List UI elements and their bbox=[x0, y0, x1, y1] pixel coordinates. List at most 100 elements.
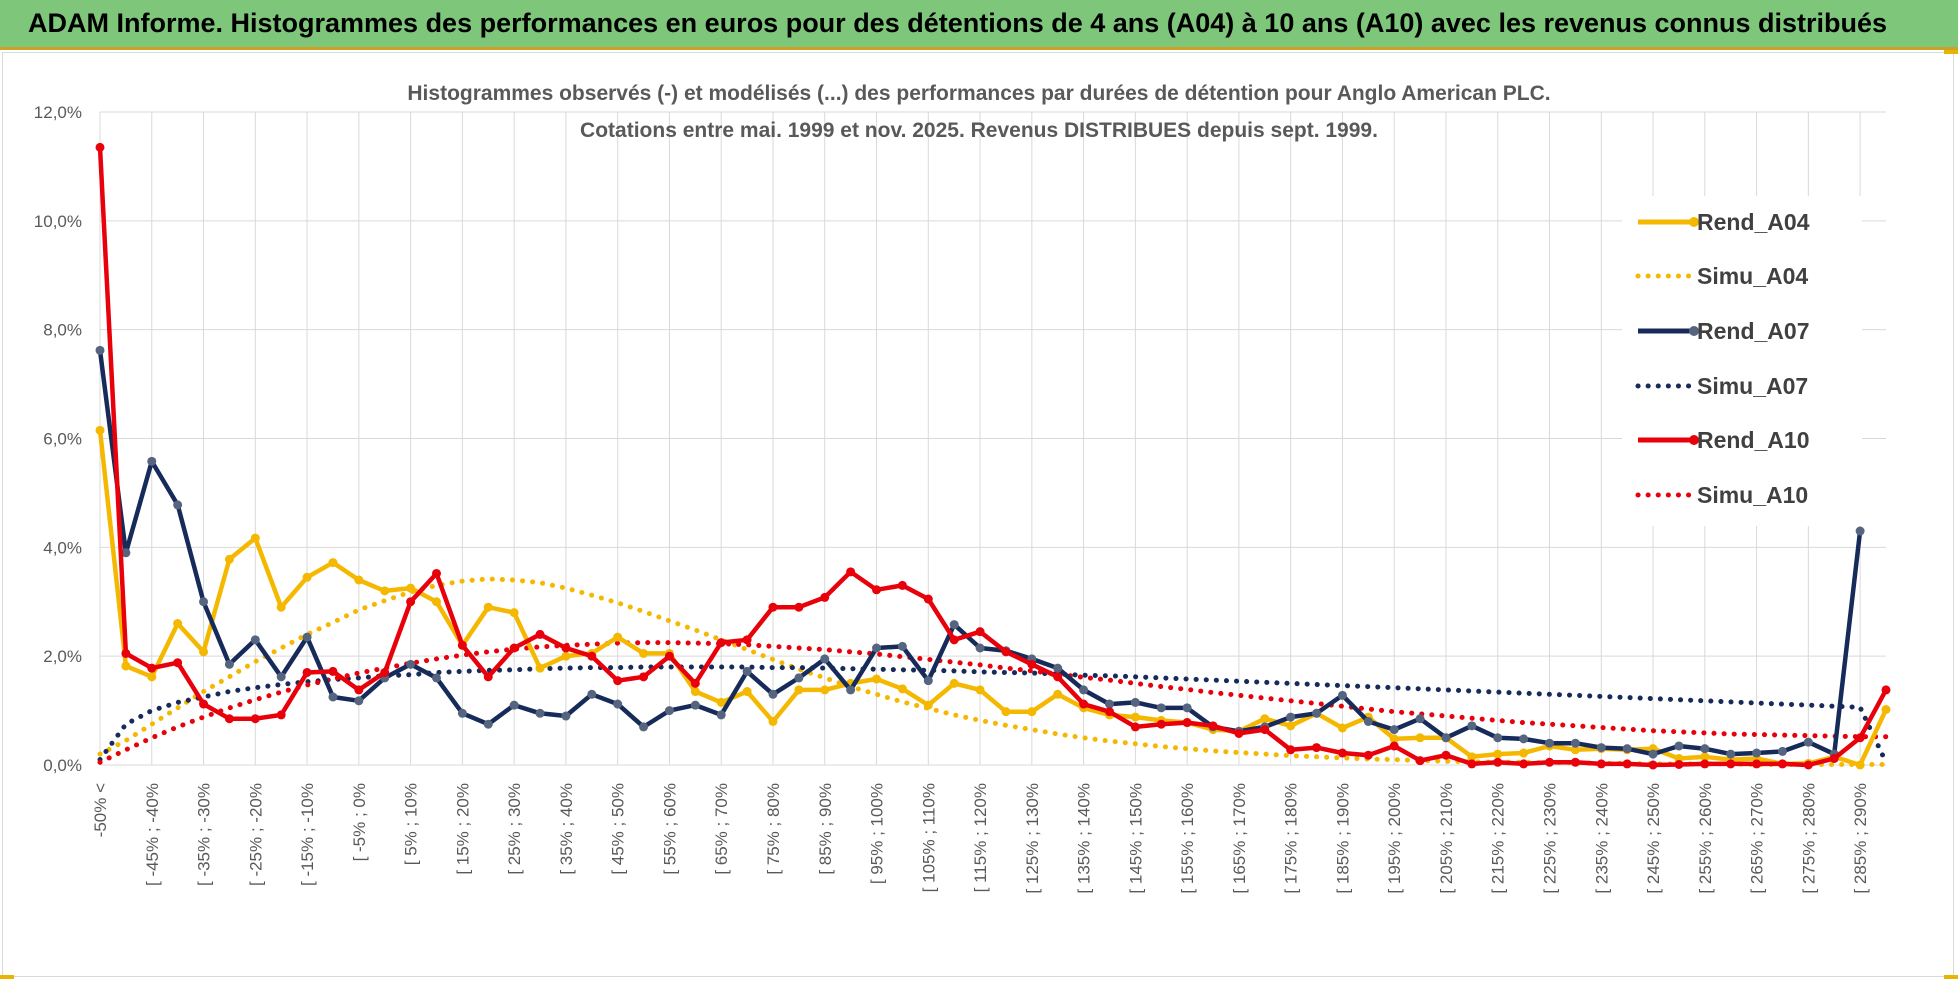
x-tick-label: [ 215% ; 220% bbox=[1489, 783, 1508, 894]
x-tick-label: [ 175% ; 180% bbox=[1282, 783, 1301, 894]
data-point bbox=[302, 632, 312, 642]
series-simu-a10 bbox=[97, 640, 1889, 765]
x-tick-label: [ 225% ; 230% bbox=[1541, 783, 1560, 894]
legend-marker bbox=[1689, 326, 1699, 336]
data-point bbox=[561, 643, 571, 653]
x-tick-label: [ 285% ; 290% bbox=[1851, 783, 1870, 894]
data-point bbox=[1260, 725, 1270, 735]
x-tick-label: [ 195% ; 200% bbox=[1385, 783, 1404, 894]
data-point bbox=[820, 592, 830, 602]
series-line bbox=[97, 430, 1889, 768]
data-point bbox=[1700, 744, 1710, 754]
data-point bbox=[1337, 748, 1347, 758]
data-point bbox=[354, 575, 364, 585]
legend-item: Simu_A04 bbox=[1635, 263, 1808, 289]
data-point bbox=[1855, 526, 1865, 536]
data-point bbox=[302, 572, 312, 582]
data-point bbox=[121, 548, 131, 558]
data-point bbox=[431, 568, 441, 578]
data-point bbox=[949, 635, 959, 645]
data-point bbox=[820, 654, 830, 664]
data-point bbox=[1182, 718, 1192, 728]
legend-item: Simu_A07 bbox=[1635, 373, 1808, 399]
data-point bbox=[483, 672, 493, 682]
data-point bbox=[897, 684, 907, 694]
data-point bbox=[328, 692, 338, 702]
data-point bbox=[1363, 716, 1373, 726]
legend-item: Rend_A10 bbox=[1638, 427, 1809, 453]
data-point bbox=[328, 558, 338, 568]
data-point bbox=[250, 635, 260, 645]
data-point bbox=[535, 708, 545, 718]
data-point bbox=[846, 567, 856, 577]
data-point bbox=[1726, 759, 1736, 769]
frame-corner-bottom-right bbox=[1944, 975, 1958, 979]
data-point bbox=[509, 700, 519, 710]
data-point bbox=[1570, 738, 1580, 748]
data-point bbox=[354, 696, 364, 706]
data-point bbox=[276, 602, 286, 612]
data-point bbox=[1726, 749, 1736, 759]
data-point bbox=[1053, 689, 1063, 699]
data-point bbox=[1130, 722, 1140, 732]
x-tick-label: [ -25% ; -20% bbox=[246, 783, 265, 886]
data-point bbox=[664, 706, 674, 716]
x-tick-label: [ 125% ; 130% bbox=[1023, 783, 1042, 894]
data-point bbox=[1467, 759, 1477, 769]
data-point bbox=[147, 663, 157, 673]
data-point bbox=[1570, 745, 1580, 755]
data-point bbox=[1156, 703, 1166, 713]
data-point bbox=[406, 583, 416, 593]
data-point bbox=[431, 673, 441, 683]
x-tick-label: [ -45% ; -40% bbox=[143, 783, 162, 886]
legend: Rend_A04 Simu_A04 Rend_A07 Simu_A07 Rend_A10… bbox=[1622, 196, 1862, 526]
chart-title-line: Cotations entre mai. 1999 et nov. 2025. … bbox=[580, 119, 1378, 142]
data-point bbox=[380, 667, 390, 677]
data-point bbox=[483, 602, 493, 612]
data-point bbox=[406, 659, 416, 669]
y-tick-label: 6,0% bbox=[43, 430, 82, 449]
data-point bbox=[1312, 743, 1322, 753]
data-point bbox=[1493, 749, 1503, 759]
data-point bbox=[1389, 734, 1399, 744]
data-point bbox=[1053, 663, 1063, 673]
y-tick-label: 4,0% bbox=[43, 538, 82, 557]
data-point bbox=[1777, 759, 1787, 769]
x-tick-label: [ 185% ; 190% bbox=[1333, 783, 1352, 894]
x-tick-label: [ 155% ; 160% bbox=[1178, 783, 1197, 894]
x-tick-label: [ 145% ; 150% bbox=[1126, 783, 1145, 894]
data-point bbox=[1286, 712, 1296, 722]
data-point bbox=[1027, 659, 1037, 669]
data-point bbox=[276, 672, 286, 682]
data-point bbox=[1027, 707, 1037, 717]
data-point bbox=[1415, 733, 1425, 743]
data-point bbox=[1596, 759, 1606, 769]
data-point bbox=[613, 699, 623, 709]
data-point bbox=[639, 648, 649, 658]
data-point bbox=[1337, 690, 1347, 700]
data-point bbox=[147, 672, 157, 682]
legend-label: Simu_A04 bbox=[1697, 263, 1808, 289]
x-tick-label: [ 55% ; 60% bbox=[660, 783, 679, 875]
data-point bbox=[199, 647, 209, 657]
data-point bbox=[250, 533, 260, 543]
data-point bbox=[1596, 743, 1606, 753]
legend-label: Simu_A10 bbox=[1697, 482, 1808, 508]
legend-item: Rend_A04 bbox=[1638, 209, 1810, 235]
data-point bbox=[690, 678, 700, 688]
data-point bbox=[1881, 685, 1891, 695]
data-point bbox=[1648, 760, 1658, 770]
x-tick-label: -50% < bbox=[91, 783, 110, 837]
data-point bbox=[1855, 733, 1865, 743]
data-point bbox=[897, 580, 907, 590]
data-point bbox=[1208, 721, 1218, 731]
data-point bbox=[1803, 737, 1813, 747]
y-tick-label: 8,0% bbox=[43, 321, 82, 340]
data-point bbox=[1104, 699, 1114, 709]
data-point bbox=[535, 629, 545, 639]
data-point bbox=[406, 597, 416, 607]
x-tick-label: [ 25% ; 30% bbox=[505, 783, 524, 875]
x-tick-label: [ 275% ; 280% bbox=[1799, 783, 1818, 894]
data-point bbox=[742, 635, 752, 645]
